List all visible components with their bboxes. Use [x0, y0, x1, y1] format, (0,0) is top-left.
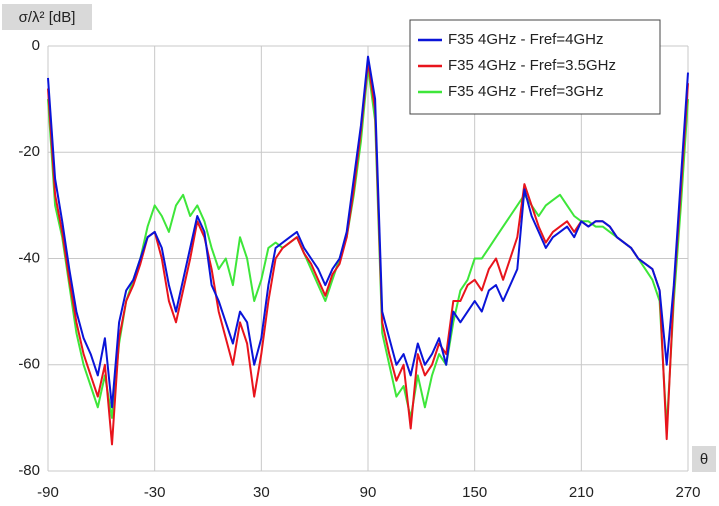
legend-label: F35 4GHz - Fref=4GHz	[448, 31, 603, 48]
x-tick-label: -90	[37, 484, 59, 501]
x-tick-label: 210	[569, 484, 594, 501]
legend-label: F35 4GHz - Fref=3.5GHz	[448, 57, 616, 74]
y-tick-label: -60	[18, 356, 40, 373]
legend-label: F35 4GHz - Fref=3GHz	[448, 83, 603, 100]
y-label-box	[2, 4, 92, 30]
y-tick-label: -80	[18, 462, 40, 479]
legend-box	[409, 19, 661, 115]
x-tick-label: 150	[462, 484, 487, 501]
x-tick-label: -30	[144, 484, 166, 501]
y-tick-label: -40	[18, 249, 40, 266]
y-tick-label: -20	[18, 143, 40, 160]
x-tick-label: 90	[360, 484, 377, 501]
plot-lines	[47, 55, 689, 446]
y-tick-label: 0	[32, 37, 40, 54]
x-tick-label: 30	[253, 484, 270, 501]
series-line	[47, 55, 689, 409]
y-axis-label: σ/λ² [dB]	[19, 9, 76, 26]
x-axis-label: θ	[700, 451, 708, 468]
legend: F35 4GHz - Fref=4GHz F35 4GHz - Fref=3.5G…	[409, 19, 661, 115]
grid	[47, 45, 689, 472]
x-label-box	[692, 446, 716, 472]
x-tick-label: 270	[675, 484, 700, 501]
